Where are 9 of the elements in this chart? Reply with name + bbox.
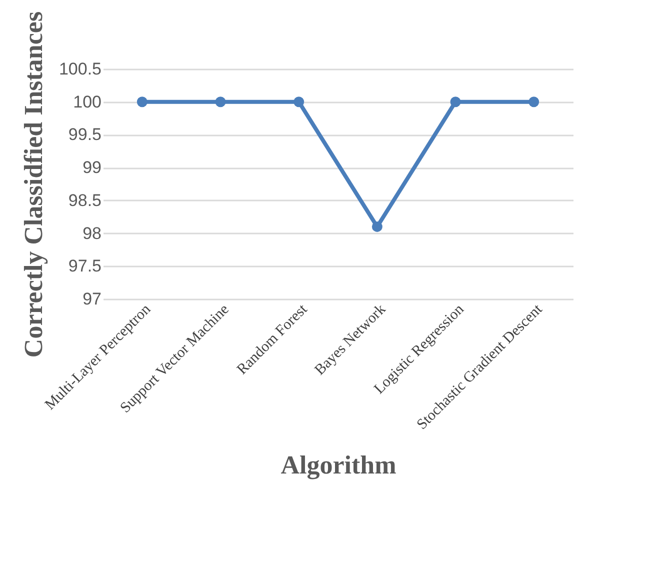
y-tick-label: 100.5 xyxy=(58,60,102,78)
y-tick-label: 99 xyxy=(82,158,102,178)
y-tick-label: 98 xyxy=(82,224,102,243)
y-tick-label: 100 xyxy=(73,92,102,112)
y-tick-label: 97 xyxy=(82,290,102,308)
y-tick-label: 99.5 xyxy=(68,125,102,144)
x-axis-title: Algorithm xyxy=(280,450,397,480)
y-tick-label: 97.5 xyxy=(68,256,102,276)
y-tick-label: 98.5 xyxy=(68,190,102,210)
